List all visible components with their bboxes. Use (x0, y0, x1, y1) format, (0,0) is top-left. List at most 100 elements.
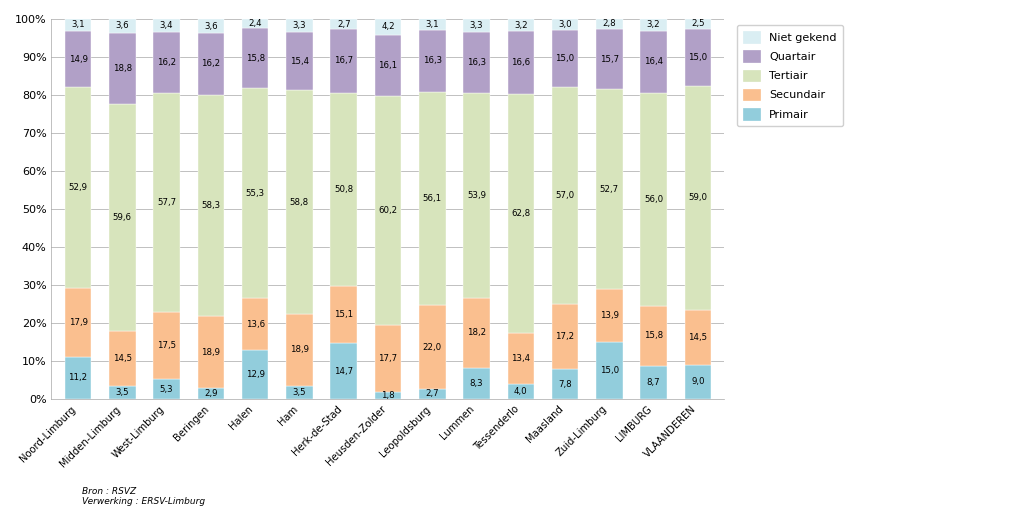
Bar (419, 30, 446, 92)
Bar (640, 306, 667, 366)
Legend: Niet gekend, Quartair, Tertiair, Secundair, Primair: Niet gekend, Quartair, Tertiair, Secunda… (737, 24, 843, 126)
Bar (109, 104, 136, 331)
Text: 16,2: 16,2 (158, 58, 176, 67)
Text: 16,3: 16,3 (466, 58, 486, 67)
Bar (463, 32, 490, 94)
Text: 11,2: 11,2 (69, 373, 88, 382)
Bar (419, 389, 446, 399)
Text: 5,3: 5,3 (160, 384, 174, 393)
Bar (596, 19, 623, 29)
Bar (596, 89, 623, 289)
Text: 15,8: 15,8 (644, 331, 663, 341)
Bar (197, 33, 224, 95)
Bar (374, 35, 401, 96)
Bar (419, 92, 446, 305)
Text: 15,1: 15,1 (335, 310, 353, 319)
Bar (507, 31, 534, 94)
Text: 2,8: 2,8 (603, 19, 616, 29)
Bar (684, 86, 711, 310)
Text: 14,9: 14,9 (69, 54, 88, 64)
Text: 59,6: 59,6 (113, 213, 132, 222)
Bar (64, 88, 91, 289)
Bar (241, 350, 268, 399)
Text: 58,8: 58,8 (290, 197, 309, 207)
Text: 60,2: 60,2 (379, 206, 398, 215)
Bar (330, 343, 357, 399)
Text: 59,0: 59,0 (688, 193, 707, 202)
Bar (64, 19, 91, 31)
Bar (684, 310, 711, 365)
Text: 15,0: 15,0 (599, 366, 619, 375)
Bar (551, 19, 578, 31)
Bar (197, 95, 224, 316)
Bar (374, 19, 401, 35)
Bar (64, 356, 91, 399)
Text: 3,5: 3,5 (116, 388, 129, 397)
Bar (596, 289, 623, 342)
Bar (374, 325, 401, 392)
Text: 2,7: 2,7 (426, 389, 439, 399)
Text: 15,0: 15,0 (688, 52, 708, 62)
Text: 7,8: 7,8 (559, 380, 572, 389)
Text: 13,4: 13,4 (512, 354, 530, 363)
Bar (153, 379, 180, 399)
Bar (64, 289, 91, 356)
Bar (153, 93, 180, 313)
Bar (330, 286, 357, 343)
Bar (684, 365, 711, 399)
Text: 3,4: 3,4 (160, 20, 174, 30)
Bar (109, 386, 136, 399)
Bar (197, 19, 224, 33)
Text: 14,5: 14,5 (113, 354, 132, 363)
Bar (596, 29, 623, 89)
Text: 2,7: 2,7 (337, 20, 351, 29)
Text: 16,1: 16,1 (379, 61, 398, 70)
Text: 17,9: 17,9 (69, 318, 88, 327)
Bar (463, 19, 490, 32)
Text: 50,8: 50,8 (335, 185, 353, 194)
Text: 17,7: 17,7 (379, 354, 398, 363)
Text: 16,2: 16,2 (202, 60, 220, 68)
Bar (286, 91, 313, 314)
Bar (64, 31, 91, 88)
Text: 57,0: 57,0 (555, 191, 575, 200)
Text: 16,7: 16,7 (335, 56, 353, 66)
Text: 15,8: 15,8 (246, 53, 265, 63)
Bar (109, 331, 136, 386)
Text: 3,3: 3,3 (293, 21, 306, 30)
Text: 2,9: 2,9 (205, 389, 218, 398)
Text: 15,7: 15,7 (599, 54, 619, 64)
Bar (286, 386, 313, 399)
Text: 57,7: 57,7 (158, 199, 176, 207)
Bar (640, 19, 667, 31)
Text: 1,8: 1,8 (382, 391, 395, 400)
Text: 13,9: 13,9 (599, 311, 619, 320)
Text: 3,2: 3,2 (647, 20, 661, 29)
Text: 9,0: 9,0 (692, 378, 705, 386)
Bar (197, 388, 224, 399)
Text: 8,7: 8,7 (647, 378, 661, 387)
Text: 12,9: 12,9 (246, 370, 265, 379)
Text: 15,4: 15,4 (290, 56, 309, 66)
Text: 55,3: 55,3 (246, 189, 265, 198)
Bar (419, 305, 446, 389)
Text: 17,5: 17,5 (158, 341, 176, 350)
Bar (507, 94, 534, 333)
Bar (463, 367, 490, 399)
Text: 3,6: 3,6 (116, 21, 129, 31)
Bar (551, 31, 578, 88)
Bar (507, 333, 534, 384)
Text: 8,3: 8,3 (470, 379, 483, 388)
Text: 52,9: 52,9 (69, 183, 88, 192)
Bar (241, 298, 268, 350)
Bar (330, 19, 357, 29)
Text: 53,9: 53,9 (468, 191, 486, 201)
Bar (507, 384, 534, 399)
Text: 18,9: 18,9 (290, 346, 309, 354)
Text: 14,7: 14,7 (335, 366, 353, 376)
Text: 17,2: 17,2 (555, 332, 575, 341)
Text: 3,5: 3,5 (293, 388, 306, 397)
Text: 22,0: 22,0 (422, 343, 442, 352)
Bar (330, 93, 357, 286)
Bar (640, 31, 667, 93)
